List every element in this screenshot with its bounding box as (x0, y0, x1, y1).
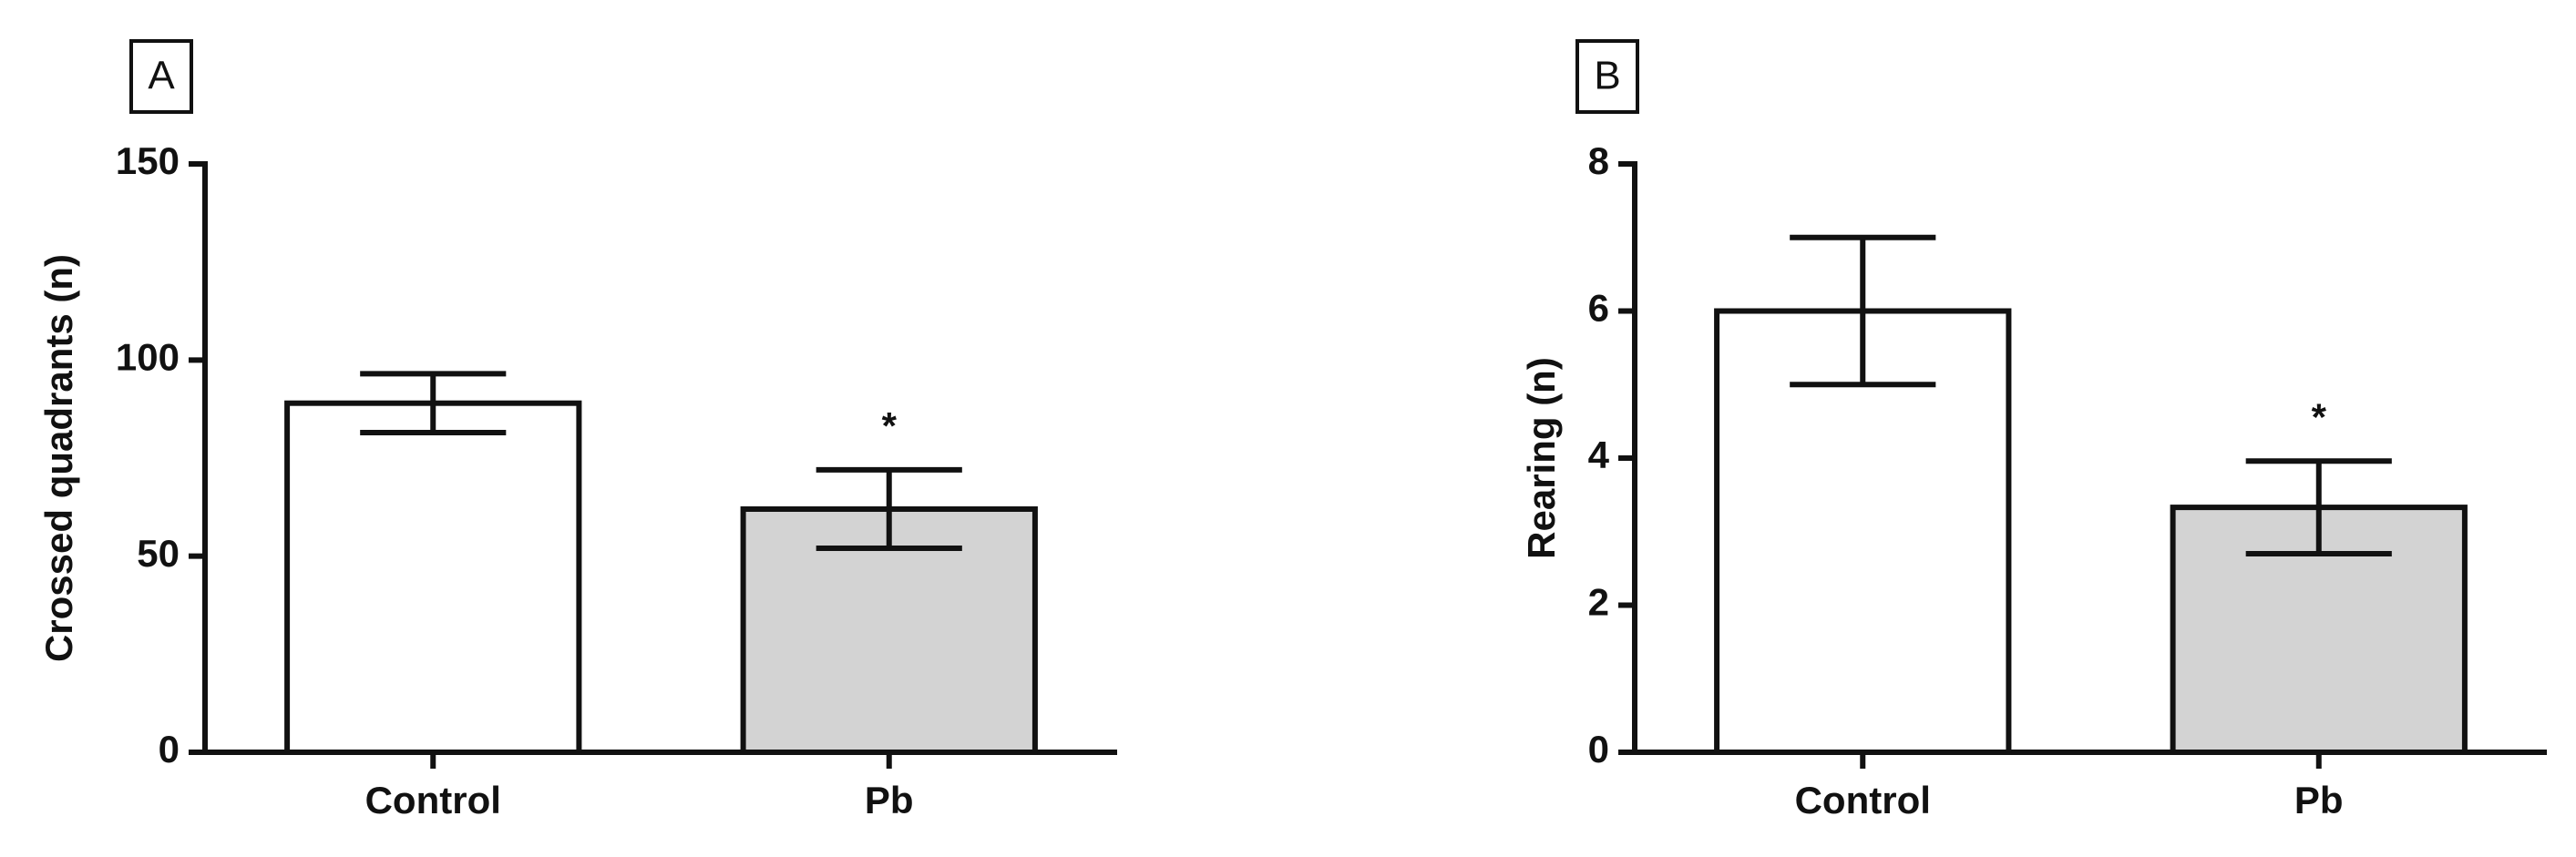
y-tick-label: 0 (159, 728, 180, 770)
y-tick-label: 150 (116, 139, 180, 182)
x-tick-label: Control (1795, 779, 1931, 821)
bar (284, 400, 582, 755)
y-tick-label: 2 (1588, 581, 1609, 624)
significance-marker: * (2312, 395, 2327, 438)
y-tick-label: 4 (1588, 434, 1610, 476)
y-tick-label: 100 (116, 335, 180, 378)
y-tick-label: 8 (1588, 139, 1609, 182)
panel-label-box (129, 39, 193, 114)
y-tick-label: 0 (1588, 728, 1609, 770)
y-axis-label: Rearing (n) (1520, 357, 1563, 559)
x-tick-label: Pb (865, 779, 914, 821)
panel-label-box (1575, 39, 1639, 114)
y-tick-label: 50 (137, 532, 180, 575)
panel-label: A (148, 54, 175, 98)
x-tick-label: Control (365, 779, 501, 821)
panel-label: B (1594, 54, 1620, 98)
x-tick-label: Pb (2294, 779, 2344, 821)
significance-marker: * (882, 404, 898, 447)
y-tick-label: 6 (1588, 287, 1609, 330)
y-axis-label: Crossed quadrants (n) (37, 254, 80, 662)
